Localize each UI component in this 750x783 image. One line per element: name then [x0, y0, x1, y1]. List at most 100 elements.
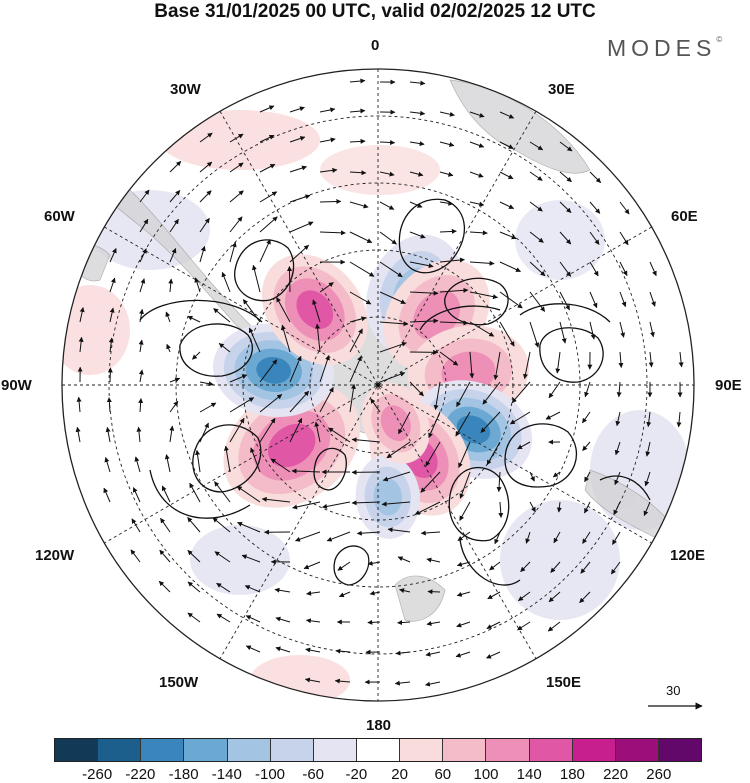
wind-vector-arrow: [319, 386, 334, 413]
wind-vector-arrow: [619, 261, 628, 277]
wind-vector-arrow: [166, 343, 171, 353]
wind-vector-arrow: [559, 141, 573, 152]
wind-vector-arrow: [169, 161, 182, 173]
wind-vector-arrow: [75, 426, 81, 443]
wind-vector-arrow: [469, 321, 495, 337]
wind-vector-arrow: [646, 411, 652, 428]
wind-vector-arrow: [456, 621, 471, 628]
wind-vector-arrow: [649, 261, 657, 277]
wind-vector-arrow: [214, 481, 231, 503]
wind-vector-arrow: [489, 561, 501, 571]
negative-anomaly-contour: [456, 415, 491, 444]
wind-vector-arrow: [584, 471, 591, 483]
wind-vector-arrow: [259, 163, 276, 173]
wind-vector-arrow: [420, 530, 441, 536]
wind-vector-arrow: [644, 471, 651, 487]
wind-vector-arrow: [428, 411, 441, 439]
wind-vector-arrow: [469, 141, 485, 148]
wind-vector-arrow: [109, 277, 116, 293]
wind-vector-arrow: [259, 417, 276, 443]
wind-vector-arrow: [529, 321, 540, 348]
wind-vector-arrow: [457, 531, 471, 542]
wind-vector-arrow: [370, 398, 381, 413]
wind-vector-arrow: [248, 327, 261, 353]
wind-vector-arrow: [433, 381, 441, 411]
wind-vector-arrow: [579, 591, 591, 604]
colorbar-cell: [615, 739, 659, 761]
wind-vector-arrow: [138, 398, 144, 413]
wind-vector-arrow: [159, 549, 171, 563]
wind-vector-arrow: [103, 487, 111, 503]
wind-vector-arrow: [187, 612, 201, 623]
wind-vector-arrow: [520, 561, 531, 573]
wind-vector-arrow: [169, 218, 179, 233]
wind-vector-arrow: [482, 381, 501, 405]
wind-vector-arrow: [245, 615, 261, 623]
wind-vector-arrow: [229, 216, 243, 233]
wind-vector-arrow: [334, 678, 351, 684]
colorbar-cell: [658, 739, 702, 761]
wind-vector-arrow: [291, 468, 321, 474]
wind-vector-arrow: [245, 645, 261, 653]
colorbar-tick-label: 100: [473, 766, 499, 783]
wind-vector-arrow: [229, 417, 245, 443]
wind-vector-arrow: [104, 457, 111, 473]
wind-vector-arrow: [349, 291, 372, 305]
wind-vector-arrow: [529, 261, 546, 277]
positive-anomaly-contour: [296, 290, 334, 329]
wind-vector-arrow: [289, 417, 303, 443]
wind-vector-arrow: [559, 291, 570, 311]
wind-vector-arrow: [379, 201, 395, 210]
wind-vector-arrow: [456, 591, 471, 597]
wind-vector-arrow: [529, 291, 546, 312]
wind-vector-arrow: [397, 556, 411, 563]
colorbar-tick-label: 20: [391, 766, 408, 783]
wind-vector-arrow: [439, 351, 459, 366]
wind-vector-arrow: [529, 471, 535, 482]
colorbar-cell: [443, 739, 487, 761]
wind-vector-arrow: [529, 231, 544, 243]
wind-vector-arrow: [559, 231, 572, 245]
wind-vector-arrow: [618, 351, 624, 368]
wind-vector-arrow: [581, 411, 591, 424]
wind-vector-arrow: [349, 383, 356, 413]
wind-vector-arrow: [409, 318, 439, 324]
wind-vector-arrow: [289, 244, 309, 263]
wind-vector-arrow: [425, 681, 441, 687]
wind-vector-arrow: [195, 449, 201, 473]
wind-vector-arrow: [289, 390, 310, 413]
wind-vector-arrow: [427, 589, 441, 595]
wind-vector-arrow: [456, 561, 471, 567]
wind-vector-arrow: [138, 369, 144, 383]
wind-vector-arrow: [509, 411, 531, 425]
wind-vector-arrow: [349, 78, 366, 84]
wind-vector-arrow: [499, 171, 514, 180]
lon-label-120w: 120W: [35, 547, 75, 564]
wind-vector-arrow: [213, 308, 231, 323]
wind-vector-arrow: [164, 454, 171, 473]
wind-vector-arrow: [619, 291, 627, 308]
wind-vector-arrow: [351, 437, 381, 443]
lon-label-90e: 90E: [715, 377, 742, 394]
reference-vector-label: 30: [666, 683, 681, 698]
wind-vector-arrow: [351, 500, 381, 506]
wind-vector-arrow: [274, 587, 291, 593]
wind-vector-arrow: [525, 531, 531, 544]
colorbar-cell: [486, 739, 530, 761]
wind-vector-arrow: [523, 351, 531, 380]
wind-vector-arrow: [139, 308, 144, 323]
wind-vector-arrow: [439, 228, 457, 234]
wind-vector-arrow: [439, 171, 454, 177]
wind-vector-arrow: [349, 108, 366, 114]
wind-vector-arrow: [439, 257, 465, 263]
wind-vector-arrow: [439, 320, 469, 326]
wind-vector-arrow: [409, 261, 434, 269]
wind-vector-arrow: [305, 618, 321, 624]
wind-vector-arrow: [138, 339, 144, 353]
colorbar-cell: [98, 739, 142, 761]
wind-vector-arrow: [319, 167, 338, 173]
wind-vector-arrow: [315, 323, 321, 353]
wind-vector-arrow: [338, 591, 351, 598]
colorbar-cell: [356, 739, 401, 761]
colorbar-tick-label: -260: [82, 766, 113, 783]
